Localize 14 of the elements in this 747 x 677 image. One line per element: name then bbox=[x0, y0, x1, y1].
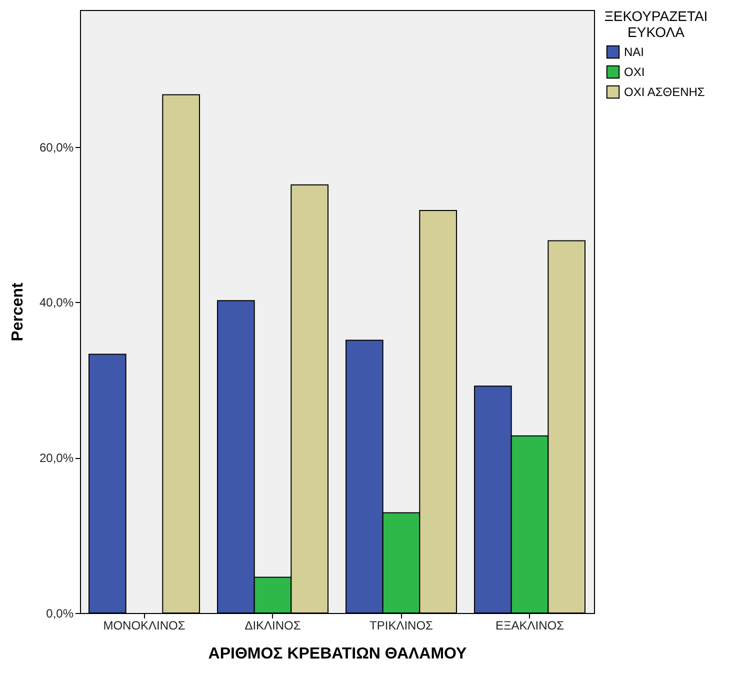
legend-label: ΟΧΙ ΑΣΘΕΝΗΣ bbox=[624, 85, 705, 99]
x-tick-label: ΤΡΙΚΛΙΝΟΣ bbox=[370, 618, 433, 632]
y-axis-title: Percent bbox=[9, 282, 26, 342]
y-tick-label: 20,0% bbox=[39, 451, 74, 466]
x-axis-title: ΑΡΙΘΜΟΣ ΚΡΕΒΑΤΙΩΝ ΘΑΛΑΜΟΥ bbox=[208, 646, 468, 662]
y-tick-label: 0,0% bbox=[46, 606, 74, 620]
y-tick-label: 60,0% bbox=[39, 140, 74, 154]
x-tick-label: ΔΙΚΛΙΝΟΣ bbox=[244, 618, 301, 632]
legend-label: ΝΑΙ bbox=[624, 45, 644, 59]
x-tick-label: ΜΟΝΟΚΛΙΝΟΣ bbox=[103, 618, 186, 632]
legend-title: ΞΕΚΟΥΡΑΖΕΤΑΙ ΕΥΚΟΛΑ bbox=[604, 8, 708, 40]
y-tick-label: 40,0% bbox=[39, 296, 74, 310]
legend-label: ΟΧΙ bbox=[624, 65, 645, 79]
x-tick-label: ΕΞΑΚΛΙΝΟΣ bbox=[495, 618, 564, 632]
